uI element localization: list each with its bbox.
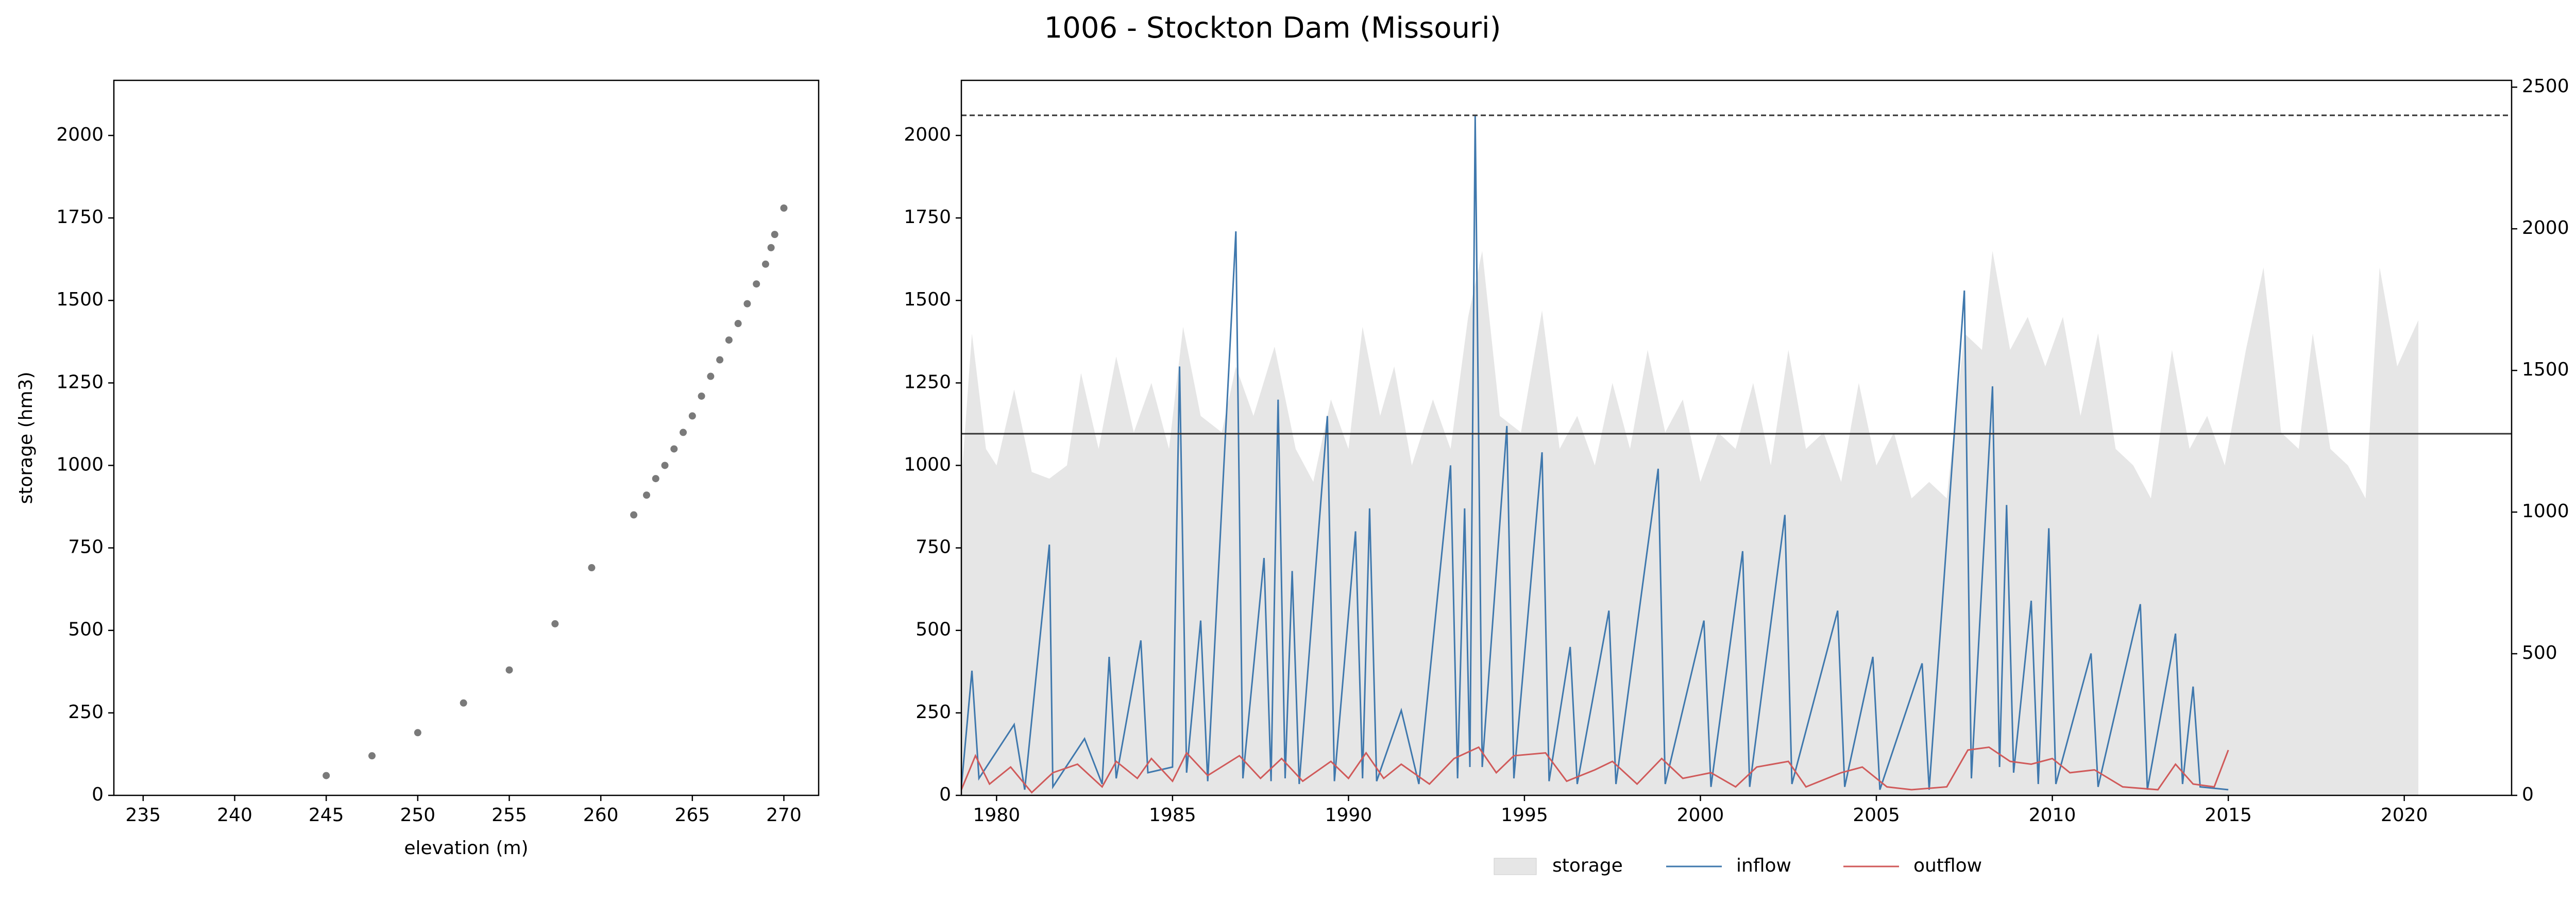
scatter-point	[707, 372, 715, 380]
y-axis-label: storage (hm3)	[15, 371, 37, 504]
scatter-point	[630, 511, 638, 519]
x-tick-label: 270	[766, 805, 802, 826]
scatter-point	[642, 491, 650, 499]
x-tick-label: 1990	[1325, 805, 1372, 826]
y-tick-label: 1750	[904, 207, 951, 228]
scatter-point	[725, 336, 733, 344]
x-tick-label: 1995	[1501, 805, 1548, 826]
scatter-point	[753, 280, 760, 288]
y2-tick-label: 0	[2522, 784, 2534, 805]
x-tick-label: 2015	[2205, 805, 2252, 826]
plot-area	[961, 115, 2418, 795]
scatter-point	[414, 729, 421, 737]
scatter-point	[505, 666, 513, 674]
y-tick-label: 0	[92, 784, 104, 805]
scatter-point	[734, 320, 742, 328]
x-tick-label: 1985	[1149, 805, 1196, 826]
scatter-point	[767, 244, 775, 251]
y-tick-label: 250	[68, 702, 104, 723]
storage-area	[961, 251, 2418, 795]
y-tick-label: 1750	[56, 207, 104, 228]
x-tick-label: 245	[309, 805, 344, 826]
scatter-point	[688, 412, 696, 420]
scatter-point	[761, 260, 769, 268]
y-tick-label: 500	[68, 619, 104, 640]
axes-frame	[113, 79, 820, 796]
scatter-point	[661, 462, 669, 469]
scatter-point	[588, 564, 596, 572]
y-tick-label: 750	[916, 537, 951, 558]
y-tick-label: 1250	[904, 371, 951, 393]
scatter-point	[743, 300, 751, 308]
x-tick-label: 250	[400, 805, 435, 826]
axes-frame	[960, 79, 2513, 796]
y-tick-label: 1500	[904, 289, 951, 310]
y-tick-label: 2000	[56, 124, 104, 145]
x-tick-label: 2010	[2029, 805, 2076, 826]
legend-label: inflow	[1736, 855, 1791, 876]
y-tick-label: 250	[916, 702, 951, 723]
inflow-line	[961, 115, 2229, 791]
y-tick-label: 0	[939, 784, 951, 805]
x-tick-label: 265	[674, 805, 710, 826]
y2-tick-label: 500	[2522, 642, 2557, 663]
y2-tick-label: 2500	[2522, 76, 2569, 97]
y2-tick-label: 1500	[2522, 359, 2569, 380]
x-tick-label: 2020	[2381, 805, 2428, 826]
y-tick-label: 750	[68, 537, 104, 558]
legend-swatch	[1494, 858, 1537, 875]
x-tick-label: 260	[583, 805, 619, 826]
scatter-point	[698, 392, 705, 400]
scatter-point	[670, 445, 678, 453]
scatter-point	[771, 231, 778, 239]
scatter-point	[680, 429, 687, 436]
legend-label: storage	[1552, 855, 1623, 876]
y-tick-label: 1500	[56, 289, 104, 310]
outflow-line	[961, 746, 2229, 794]
scatter-point	[551, 620, 559, 627]
x-tick-label: 2005	[1853, 805, 1900, 826]
figure-title: 1006 - Stockton Dam (Missouri)	[1044, 11, 1501, 45]
x-tick-label: 1980	[973, 805, 1020, 826]
y-tick-label: 500	[916, 619, 951, 640]
scatter-point	[716, 356, 724, 364]
y-tick-label: 1000	[56, 454, 104, 475]
y2-tick-label: 1000	[2522, 501, 2569, 522]
scatter-point	[323, 772, 330, 779]
scatter-point	[460, 699, 467, 707]
scatter-point	[368, 752, 376, 760]
x-axis-label: elevation (m)	[404, 838, 528, 859]
x-tick-label: 240	[217, 805, 252, 826]
scatter-point	[780, 204, 788, 212]
x-tick-label: 2000	[1677, 805, 1724, 826]
y2-tick-label: 2000	[2522, 217, 2569, 239]
legend-label: outflow	[1913, 855, 1982, 876]
y-tick-label: 1250	[56, 371, 104, 393]
y-tick-label: 1000	[904, 454, 951, 475]
scatter-point	[652, 475, 659, 483]
x-tick-label: 235	[125, 805, 161, 826]
y-tick-label: 2000	[904, 124, 951, 145]
x-tick-label: 255	[492, 805, 527, 826]
